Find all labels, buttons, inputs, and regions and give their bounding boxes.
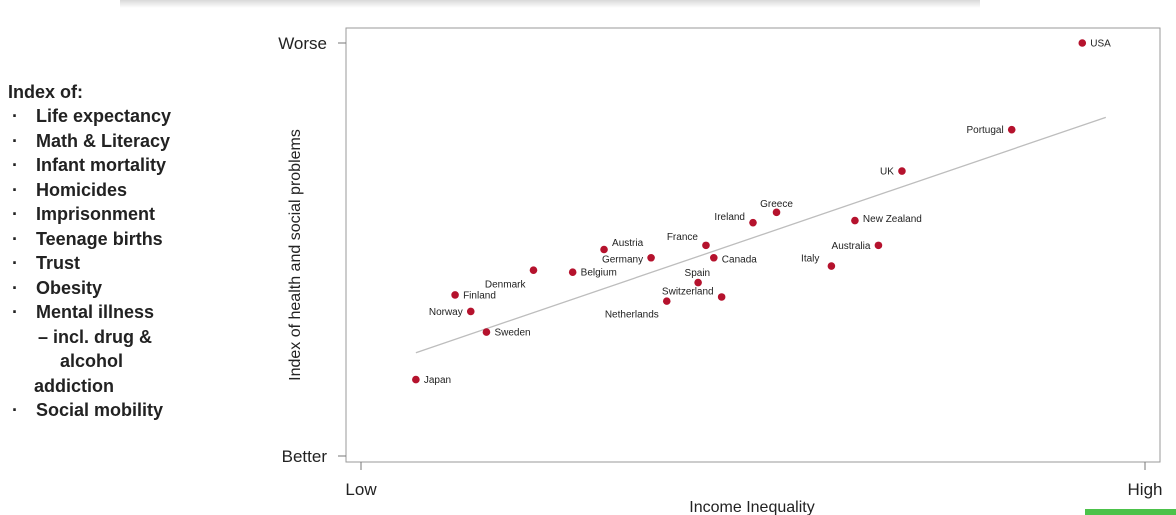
top-shadow bbox=[120, 0, 980, 8]
point-label-japan: Japan bbox=[424, 375, 451, 386]
index-item: · Life expectancy bbox=[8, 104, 258, 129]
bullet-icon: · bbox=[12, 228, 18, 249]
index-item: · Social mobility bbox=[8, 398, 258, 423]
index-item: · Mental illness bbox=[8, 300, 258, 325]
point-austria bbox=[600, 245, 608, 254]
point-label-italy: Italy bbox=[801, 254, 819, 265]
index-panel: Index of: · Life expectancy · Math & Liter… bbox=[8, 80, 258, 423]
bullet-icon: · bbox=[12, 277, 18, 298]
index-item: · Trust bbox=[8, 251, 258, 276]
bullet-icon: · bbox=[12, 155, 18, 175]
point-sweden bbox=[482, 328, 491, 336]
point-italy bbox=[827, 262, 836, 270]
bullet-icon: · bbox=[12, 302, 18, 322]
point-label-usa: USA bbox=[1090, 39, 1111, 50]
point-label-finland: Finland bbox=[463, 290, 496, 301]
bullet-icon: · bbox=[12, 253, 18, 273]
point-spain bbox=[694, 278, 702, 287]
point-new-zealand bbox=[851, 216, 859, 225]
point-label-switzerland: Switzerland bbox=[662, 286, 714, 297]
point-label-portugal: Portugal bbox=[966, 125, 1003, 136]
point-label-sweden: Sweden bbox=[494, 328, 530, 339]
bullet-icon: · bbox=[12, 106, 18, 126]
trendline bbox=[415, 116, 1107, 354]
point-greece bbox=[772, 208, 781, 217]
bullet-icon: · bbox=[12, 179, 18, 200]
x-axis-title: Income Inequality bbox=[689, 499, 814, 515]
point-label-belgium: Belgium bbox=[581, 268, 617, 279]
index-item: · Math & Literacy bbox=[8, 129, 258, 154]
index-item: · Imprisonment bbox=[8, 202, 258, 227]
point-label-germany: Germany bbox=[602, 254, 643, 265]
y-tick-label-worse: Worse bbox=[278, 34, 327, 53]
point-portugal bbox=[1007, 125, 1016, 134]
point-uk bbox=[898, 167, 906, 175]
point-label-ireland: Ireland bbox=[714, 212, 745, 223]
index-item-continued: addiction bbox=[34, 375, 114, 396]
point-label-canada: Canada bbox=[722, 254, 757, 265]
point-label-uk: UK bbox=[880, 167, 894, 178]
point-netherlands bbox=[662, 297, 671, 305]
index-item-continued: alcohol bbox=[60, 351, 124, 371]
index-item: · Obesity bbox=[8, 276, 258, 301]
index-heading: Index of: bbox=[8, 82, 83, 102]
point-finland bbox=[451, 291, 459, 299]
point-label-france: France bbox=[667, 232, 699, 243]
point-belgium bbox=[568, 268, 577, 277]
point-label-denmark: Denmark bbox=[485, 280, 527, 291]
x-tick-label-low: Low bbox=[345, 480, 377, 499]
point-label-norway: Norway bbox=[429, 307, 463, 318]
point-label-spain: Spain bbox=[685, 268, 711, 279]
point-australia bbox=[874, 241, 883, 250]
point-norway bbox=[466, 307, 475, 316]
point-usa bbox=[1078, 39, 1087, 47]
index-item: · Infant mortality bbox=[8, 153, 258, 178]
bullet-icon: · bbox=[12, 130, 18, 151]
green-accent-bar bbox=[1085, 509, 1176, 515]
point-denmark bbox=[529, 266, 538, 274]
bullet-icon: · bbox=[12, 204, 18, 224]
point-canada bbox=[710, 253, 718, 262]
point-france bbox=[702, 241, 710, 250]
point-germany bbox=[647, 253, 655, 262]
x-tick-label-high: High bbox=[1128, 480, 1163, 499]
point-label-greece: Greece bbox=[760, 199, 793, 210]
index-list: · Life expectancy · Math & Literacy · Infan… bbox=[8, 104, 258, 423]
plot-frame bbox=[345, 27, 1161, 463]
index-item: · Homicides bbox=[8, 178, 258, 203]
point-ireland bbox=[749, 218, 757, 227]
points-layer: USA Portugal UK Greece New Zealand Ireland Aus… bbox=[412, 39, 1111, 386]
point-label-new-zealand: New Zealand bbox=[863, 214, 922, 225]
y-tick-label-better: Better bbox=[282, 447, 328, 466]
point-label-netherlands: Netherlands bbox=[605, 310, 659, 321]
point-switzerland bbox=[717, 293, 726, 301]
point-label-australia: Australia bbox=[832, 241, 871, 252]
y-axis-title: Index of health and social problems bbox=[287, 129, 304, 381]
index-item-continued: – incl. drug & bbox=[38, 326, 153, 347]
point-japan bbox=[412, 375, 420, 384]
bullet-icon: · bbox=[12, 400, 18, 420]
point-label-austria: Austria bbox=[612, 238, 644, 249]
index-item: · Teenage births bbox=[8, 227, 258, 252]
